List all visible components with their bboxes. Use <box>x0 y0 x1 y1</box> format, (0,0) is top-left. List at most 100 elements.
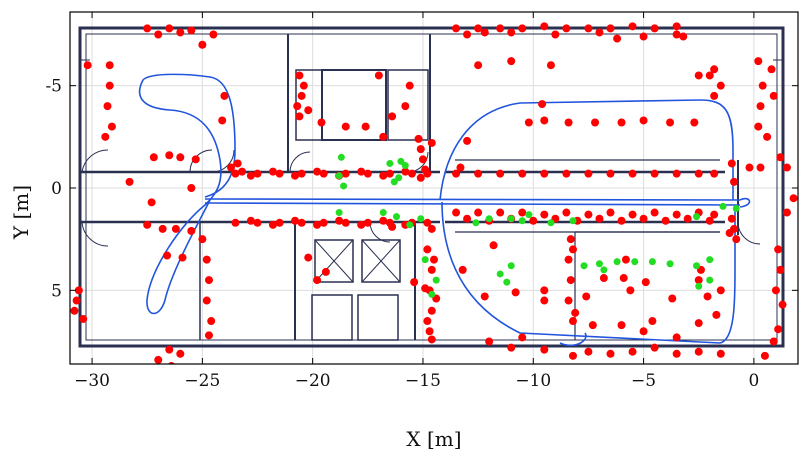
red-point <box>299 81 308 90</box>
red-point <box>401 167 410 176</box>
red-point <box>650 343 659 352</box>
y-tick-label: 5 <box>51 281 62 301</box>
red-point <box>233 159 242 168</box>
green-point <box>693 262 701 270</box>
red-point <box>730 177 739 186</box>
red-point <box>405 81 414 90</box>
red-point <box>694 347 703 356</box>
red-point <box>253 218 262 227</box>
red-point <box>357 220 366 229</box>
red-point <box>694 169 703 178</box>
red-point <box>507 57 516 66</box>
red-point <box>679 32 688 41</box>
red-point <box>782 208 791 217</box>
red-point <box>703 292 712 301</box>
red-point <box>710 91 719 100</box>
red-point <box>423 245 432 254</box>
red-point <box>430 255 438 264</box>
green-point <box>600 266 608 274</box>
red-point <box>291 216 300 225</box>
green-point <box>666 260 674 268</box>
trajectory-tail <box>559 332 587 347</box>
x-tick-label: −15 <box>405 371 441 391</box>
red-point <box>268 167 277 176</box>
green-point <box>613 258 621 266</box>
red-point <box>204 276 213 285</box>
red-point <box>165 151 174 160</box>
red-point <box>584 24 593 33</box>
y-axis-ticks: -5 0 5 <box>45 77 798 301</box>
red-point <box>474 61 483 70</box>
red-point <box>202 296 211 305</box>
red-point <box>716 286 725 295</box>
green-point <box>340 182 348 190</box>
red-point <box>582 292 591 301</box>
green-point <box>428 290 436 298</box>
red-point <box>540 116 549 125</box>
red-point <box>564 118 573 127</box>
red-point <box>628 347 637 356</box>
red-point <box>105 81 114 90</box>
red-point <box>666 118 675 127</box>
red-point <box>540 286 549 295</box>
red-point <box>710 210 719 219</box>
red-point <box>710 65 719 74</box>
red-point <box>74 286 83 295</box>
red-point <box>107 122 116 131</box>
green-point <box>421 256 429 264</box>
red-point <box>105 61 114 70</box>
red-point <box>606 208 615 217</box>
red-point <box>767 65 776 74</box>
red-point <box>496 169 505 178</box>
y-tick-label: 0 <box>51 179 62 199</box>
red-point <box>639 327 648 336</box>
green-point <box>706 276 714 284</box>
green-point <box>525 211 533 219</box>
red-point <box>489 241 498 250</box>
red-point <box>518 169 527 178</box>
red-point <box>456 163 465 172</box>
red-point <box>295 112 304 121</box>
trajectory-loop-lower <box>441 201 736 344</box>
red-point <box>771 286 780 295</box>
door-swing-8 <box>737 221 761 245</box>
red-point <box>639 214 648 223</box>
red-point <box>143 24 152 33</box>
red-point <box>595 28 604 37</box>
red-point <box>763 132 772 141</box>
red-point <box>619 274 628 283</box>
green-point <box>472 219 480 227</box>
red-point <box>463 214 472 223</box>
trajectory-loop-upper <box>439 99 734 201</box>
red-point <box>496 24 505 33</box>
green-point <box>518 217 526 225</box>
red-point <box>83 61 92 70</box>
red-point <box>690 118 699 127</box>
green-point <box>706 256 714 264</box>
red-point <box>599 274 608 283</box>
red-point <box>72 296 81 305</box>
red-point <box>551 30 560 39</box>
red-point <box>564 296 573 305</box>
red-point <box>648 317 657 326</box>
red-point <box>672 210 681 219</box>
red-point <box>275 169 284 178</box>
red-point <box>341 122 350 131</box>
red-point <box>511 288 520 297</box>
green-point <box>335 209 343 217</box>
red-point <box>253 169 262 178</box>
red-point <box>452 208 461 217</box>
red-point <box>518 208 527 217</box>
door-swing-4 <box>211 149 235 173</box>
elevator-right-x2 <box>361 239 401 283</box>
red-point <box>617 321 626 330</box>
y-axis-label: Y [m] <box>9 185 33 240</box>
green-point <box>386 159 394 167</box>
green-point <box>397 157 405 165</box>
red-point <box>705 71 714 80</box>
red-point <box>571 308 580 317</box>
red-point <box>421 165 430 174</box>
red-point <box>275 218 284 227</box>
red-point <box>268 220 277 229</box>
red-point <box>496 208 505 217</box>
